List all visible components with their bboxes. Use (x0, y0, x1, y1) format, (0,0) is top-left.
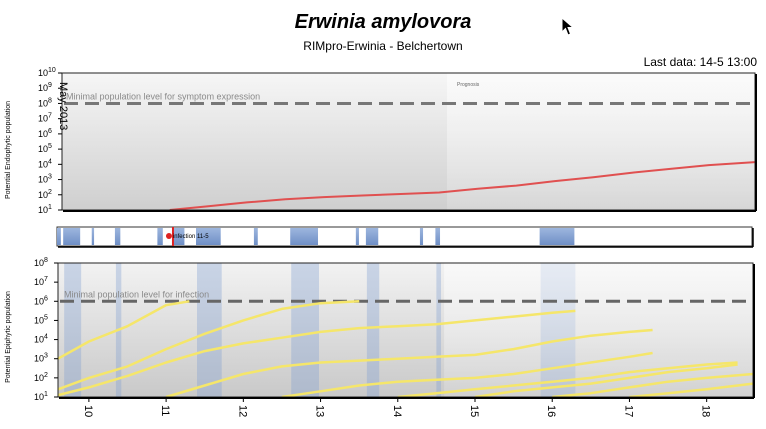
epiphytic-series-line (629, 382, 754, 399)
y-tick-label: 10 (38, 98, 48, 108)
wet-period-band (114, 228, 121, 245)
y-tick-exponent: 9 (48, 82, 52, 89)
prognosis-area (447, 73, 755, 210)
wet-period-band (355, 228, 359, 245)
wet-period-band (253, 228, 258, 245)
y-tick-label: 10 (38, 68, 48, 78)
epiphytic-panel: Minimal population level for infection 1… (5, 257, 755, 417)
x-tick-label: 18 (700, 405, 712, 417)
y-tick-label: 10 (34, 335, 44, 345)
y-tick-label: 10 (38, 190, 48, 200)
y-tick-exponent: 3 (48, 174, 52, 181)
y-tick-label: 10 (38, 205, 48, 215)
y-tick-exponent: 7 (48, 113, 52, 120)
infection-label: infection 11-5 (173, 234, 209, 240)
y-tick-exponent: 5 (44, 314, 48, 321)
x-tick-label: 12 (236, 405, 248, 417)
y-tick-label: 10 (34, 392, 44, 402)
x-tick-label: 14 (391, 405, 403, 417)
wet-period-band (366, 263, 380, 397)
x-tick-label: 11 (159, 405, 171, 416)
x-tick-label: 15 (468, 405, 480, 417)
epiphytic-axis-label: Potential Epiphytic population (5, 291, 12, 383)
epiphytic-series-line (397, 361, 738, 399)
y-tick-exponent: 1 (48, 204, 52, 211)
wet-period-band (435, 228, 441, 245)
month-label: May 2013 (57, 82, 69, 130)
y-tick-exponent: 2 (44, 372, 48, 379)
chart-title: Erwinia amylovora (295, 11, 472, 33)
last-data-label: Last data: 14-5 13:00 (644, 55, 758, 69)
y-tick-exponent: 6 (44, 295, 48, 302)
epiphytic-series-line (57, 300, 190, 360)
y-tick-exponent: 7 (44, 276, 48, 283)
epiphytic-series-line (165, 328, 653, 399)
wet-period-band (291, 263, 320, 397)
infection-threshold-label: Minimal population level for infection (64, 289, 209, 299)
epiphytic-series-line (57, 300, 360, 391)
wet-period-strip: infection 11-5 (56, 226, 754, 248)
y-tick-exponent: 3 (44, 353, 48, 360)
wet-period-band (63, 228, 81, 245)
y-tick-exponent: 2 (48, 189, 52, 196)
y-tick-exponent: 1 (44, 391, 48, 398)
y-tick-exponent: 4 (44, 334, 48, 341)
wet-period-band (91, 228, 95, 245)
wet-period-band (172, 228, 185, 245)
y-tick-label: 10 (34, 354, 44, 364)
y-tick-exponent: 10 (48, 67, 56, 74)
wet-period-band (419, 228, 424, 245)
wet-period-band (290, 228, 319, 245)
x-tick-label: 17 (622, 405, 634, 417)
wet-period-band (64, 263, 82, 397)
epiphytic-series-line (57, 309, 576, 397)
y-tick-label: 10 (34, 258, 44, 268)
epiphytic-series-line (552, 372, 754, 399)
y-tick-label: 10 (38, 129, 48, 139)
y-tick-exponent: 4 (48, 158, 52, 165)
y-tick-label: 10 (34, 373, 44, 383)
wet-period-band (196, 228, 221, 245)
y-tick-label: 10 (38, 175, 48, 185)
wet-period-band (365, 228, 379, 245)
infection-marker-dot (165, 233, 172, 239)
y-tick-exponent: 6 (48, 128, 52, 135)
y-tick-label: 10 (34, 277, 44, 287)
y-tick-label: 10 (38, 144, 48, 154)
x-tick-label: 13 (314, 405, 326, 417)
endophytic-panel: Prognosis Minimal population level for s… (5, 67, 757, 215)
endophytic-axis-label: Potential Endophytic population (5, 101, 12, 199)
prognosis-label: Prognosis (457, 82, 480, 88)
y-tick-label: 10 (34, 315, 44, 325)
y-tick-exponent: 8 (44, 257, 48, 264)
wet-period-band (539, 228, 575, 245)
wet-period-band (157, 228, 163, 245)
mouse-pointer-icon (561, 17, 575, 36)
wet-period-band (57, 228, 61, 245)
y-tick-label: 10 (34, 296, 44, 306)
endophytic-series-line (169, 161, 756, 211)
y-tick-exponent: 8 (48, 97, 52, 104)
x-tick-label: 16 (545, 405, 557, 417)
wet-period-band (436, 263, 442, 397)
chart-subtitle: RIMpro-Erwinia - Belchertown (303, 39, 462, 53)
y-tick-label: 10 (38, 159, 48, 169)
y-tick-exponent: 5 (48, 143, 52, 150)
epiphytic-series-line (281, 351, 653, 399)
symptom-threshold-label: Minimal population level for symptom exp… (66, 91, 260, 101)
epiphytic-series-line (474, 363, 738, 399)
y-tick-label: 10 (38, 114, 48, 124)
y-tick-label: 10 (38, 83, 48, 93)
x-tick-label: 10 (82, 405, 94, 417)
